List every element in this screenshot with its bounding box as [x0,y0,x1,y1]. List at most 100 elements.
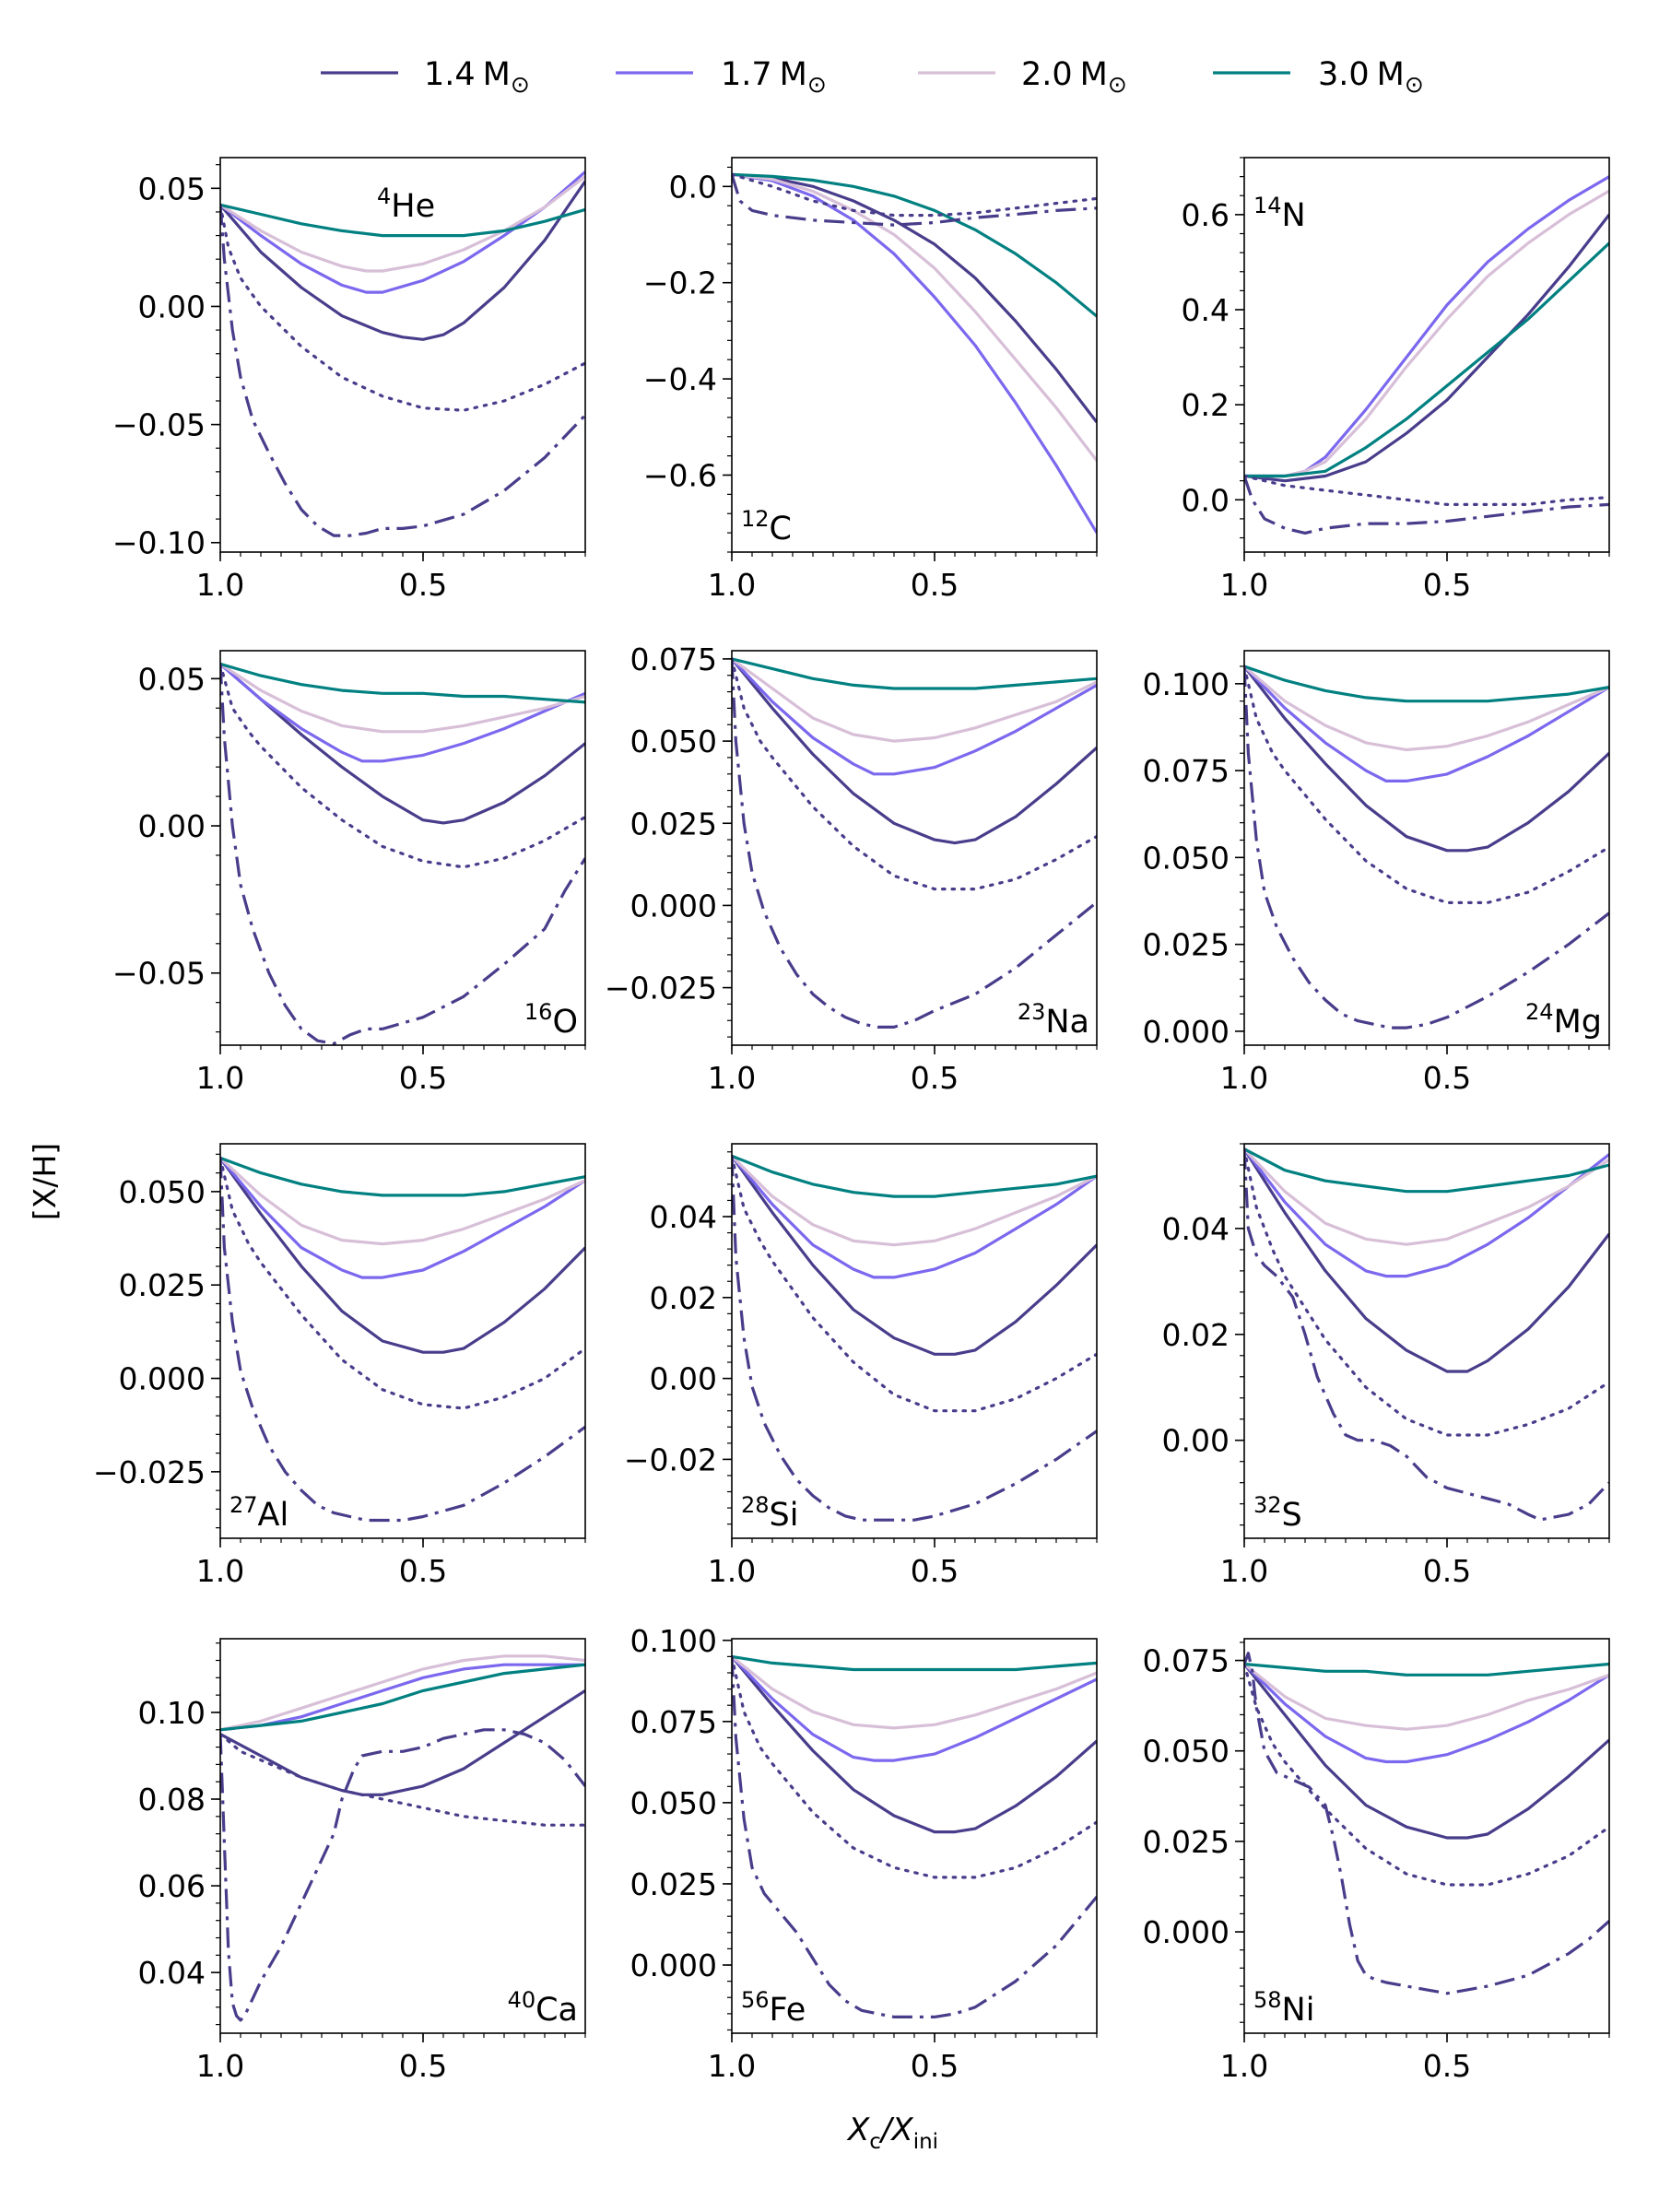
x-tick-label: 0.5 [911,567,959,603]
series-solid-3-0 [220,662,585,704]
series-solid-1-7 [220,1157,585,1279]
isotope-label-al: 27Al [229,1492,288,1534]
series-solid-3-0 [1244,1662,1609,1677]
series-solid-1-7 [1244,665,1609,782]
series-dotted-1-4 [220,203,585,412]
series-dashdot-1-4 [732,1656,1097,2018]
isotope-label-mg: 24Mg [1525,999,1602,1041]
series-dotted-1-4 [1244,1147,1609,1437]
plot-frame [219,157,586,553]
series-solid-1-7 [732,1655,1097,1762]
y-tick-label: 0.025 [630,1866,717,1902]
x-tick-label: 1.0 [708,567,756,603]
panel-na: 0.075 0.050 0.025 0.000 −0.025 1.0 0.5 23Na [605,641,1098,1096]
legend-entry-3-0: 3.0 M⊙ [1213,56,1424,98]
series-solid-3-0 [220,203,585,238]
series-dashdot-1-4 [1244,1652,1609,1995]
series-group [732,657,1097,1029]
series-dashdot-1-4 [732,1156,1097,1522]
y-tick-label: 0.025 [1143,927,1230,963]
y-tick-label: 0.050 [630,1785,717,1821]
y-tick-label: 0.050 [119,1174,206,1210]
x-tick-label: 0.5 [399,2048,447,2084]
series-dotted-1-4 [1244,665,1609,904]
y-tick-label: 0.0 [1182,482,1230,518]
y-tick-label: 0.00 [650,1361,717,1397]
series-solid-3-0 [732,172,1097,318]
series-dashdot-1-4 [732,658,1097,1029]
y-tick-label: 0.08 [138,1782,206,1818]
y-tick-label: 0.00 [138,808,206,844]
series-dashdot-1-4 [1244,1148,1609,1522]
y-tick-label: 0.04 [1162,1211,1230,1247]
series-dashdot-1-4 [220,1728,585,2022]
y-tick-label: 0.2 [1182,387,1230,423]
series-solid-2-0 [1244,1663,1609,1731]
x-tick-label: 1.0 [196,1060,244,1096]
series-solid-3-0 [732,657,1097,690]
series-group [220,1156,585,1523]
series-dashdot-1-4 [220,1158,585,1523]
legend-entry-1-4: 1.4 M⊙ [321,56,530,98]
series-dotted-1-4 [1244,474,1609,506]
series-dotted-1-4 [1244,1662,1609,1887]
legend-label-1-7: 1.7 M⊙ [721,56,827,98]
series-group [220,662,585,1045]
series-dotted-1-4 [732,1154,1097,1413]
x-tick-label: 0.5 [1423,1553,1471,1589]
panel-mg: 0.100 0.075 0.050 0.025 0.000 1.0 0.5 24Mg [1143,650,1610,1096]
series-dashdot-1-4 [1244,665,1609,1030]
y-tick-label: −0.025 [605,971,717,1006]
y-tick-label: −0.02 [624,1441,717,1477]
y-tick-label: 0.075 [630,641,717,677]
isotope-label-c: 12C [741,506,792,547]
y-tick-label: 0.02 [650,1280,717,1316]
y-tick-label: 0.4 [1182,292,1230,328]
isotope-label-si: 28Si [741,1492,799,1534]
y-tick-label: 0.100 [630,1623,717,1659]
y-tick-label: 0.075 [1143,753,1230,789]
plot-frame [219,1143,586,1539]
y-tick-label: 0.050 [1143,840,1230,876]
x-tick-label: 1.0 [196,567,244,603]
y-tick-label: −0.05 [112,956,206,992]
series-group [732,1154,1097,1522]
series-solid-1-4 [732,172,1097,424]
y-tick-label: 0.000 [1143,1914,1230,1950]
series-solid-3-0 [732,1654,1097,1672]
y-tick-label: 0.025 [119,1267,206,1303]
series-solid-2-0 [732,1155,1097,1247]
y-tick-label: 0.04 [650,1199,717,1235]
series-solid-2-0 [1244,189,1609,478]
series-solid-1-7 [1244,1147,1609,1278]
series-solid-1-4 [220,180,585,341]
isotope-label-ca: 40Ca [508,1987,578,2029]
x-tick-label: 1.0 [1220,1060,1268,1096]
y-tick-label: 0.025 [1143,1824,1230,1860]
isotope-label-o: 16O [524,999,578,1041]
panel-grid: 0.05 0.00 −0.05 −0.10 1.0 0.5 4He 0.0 −0.2 −0.4 −0… [93,157,1610,2084]
series-solid-2-0 [1244,1147,1609,1246]
y-tick-label: −0.10 [112,525,206,561]
x-tick-label: 0.5 [399,567,447,603]
plot-frame [219,1638,586,2034]
series-group [1244,665,1609,1030]
y-tick-label: 0.000 [119,1361,206,1397]
x-tick-label: 1.0 [1220,2048,1268,2084]
y-tick-label: 0.075 [1143,1643,1230,1679]
x-tick-label: 0.5 [1423,2048,1471,2084]
panel-al: 0.050 0.025 0.000 −0.025 1.0 0.5 27Al [93,1143,586,1589]
y-tick-label: 0.00 [1162,1423,1230,1459]
series-solid-1-4 [732,1655,1097,1834]
series-dashdot-1-4 [732,173,1097,227]
x-tick-label: 0.5 [911,2048,959,2084]
plot-frame [731,1638,1098,2034]
series-group [1244,175,1609,535]
x-tick-label: 0.5 [911,1553,959,1589]
series-group [220,171,585,537]
series-dashdot-1-4 [220,205,585,537]
x-tick-label: 1.0 [196,2048,244,2084]
y-axis-label: [X/H] [27,1143,63,1220]
plot-frame [1243,1638,1610,2034]
